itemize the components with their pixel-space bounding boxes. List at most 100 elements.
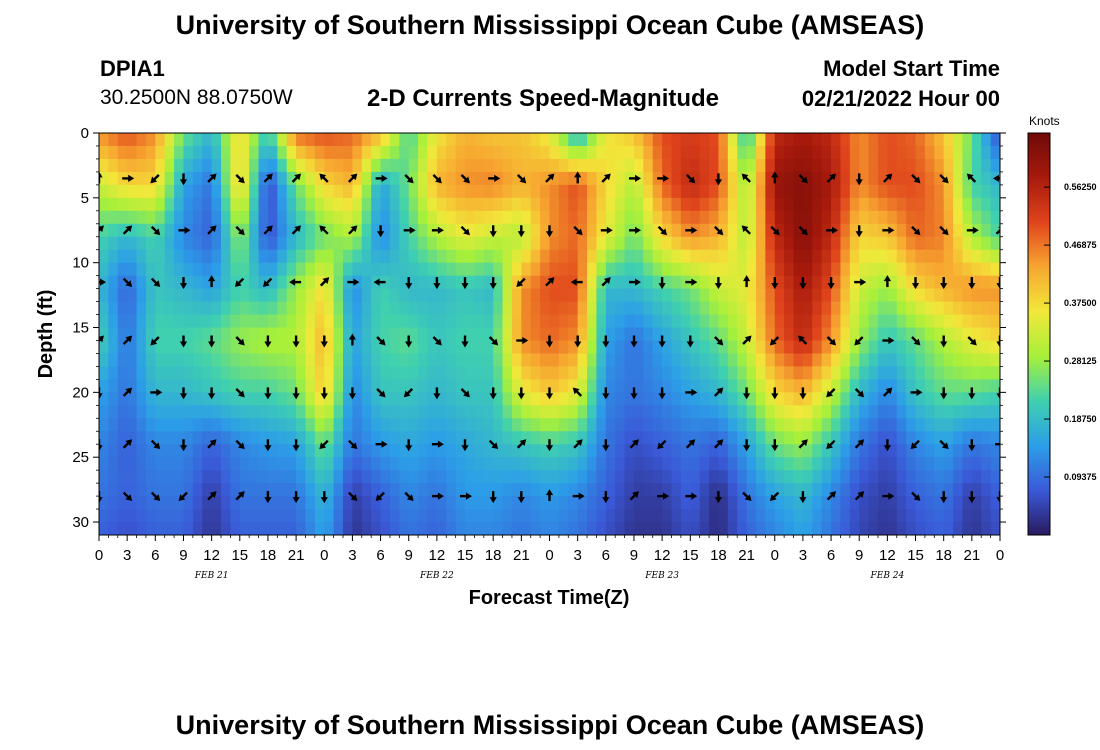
- heatmap-cell: [267, 483, 278, 497]
- heatmap-cell: [737, 405, 748, 419]
- heatmap-cell: [558, 236, 569, 251]
- heatmap-cell: [108, 197, 119, 212]
- heatmap-cell: [746, 301, 757, 316]
- heatmap-cell: [343, 314, 354, 329]
- heatmap-cell: [784, 184, 795, 199]
- heatmap-cell: [690, 509, 701, 523]
- heatmap-cell: [258, 405, 269, 419]
- date-label: FEB 24: [870, 571, 905, 581]
- heatmap-cell: [202, 470, 213, 484]
- heatmap-cell: [136, 184, 147, 199]
- heatmap-cell: [267, 444, 278, 458]
- heatmap-cell: [408, 496, 419, 510]
- heatmap-cell: [296, 379, 307, 393]
- heatmap-cell: [924, 353, 935, 368]
- heatmap-cell: [643, 444, 654, 458]
- heatmap-cell: [765, 236, 776, 251]
- heatmap-cell: [709, 405, 720, 419]
- heatmap-cell: [624, 327, 635, 342]
- heatmap-cell: [652, 327, 663, 342]
- heatmap-cell: [596, 470, 607, 484]
- heatmap-cell: [934, 262, 945, 277]
- heatmap-cell: [633, 184, 644, 199]
- heatmap-cell: [145, 340, 156, 355]
- heatmap-cell: [662, 145, 673, 160]
- heatmap-cell: [371, 483, 382, 497]
- current-arrow: [319, 173, 329, 183]
- heatmap-cell: [633, 431, 644, 445]
- date-label: FEB 21: [194, 571, 229, 581]
- heatmap-cell: [343, 223, 354, 238]
- heatmap-cell: [277, 392, 288, 406]
- heatmap-cell: [709, 288, 720, 303]
- heatmap-cell: [474, 145, 485, 160]
- heatmap-cell: [962, 314, 973, 329]
- current-arrow: [489, 387, 497, 400]
- heatmap-cell: [718, 249, 729, 264]
- heatmap-cell: [568, 314, 579, 329]
- heatmap-cell: [821, 496, 832, 510]
- heatmap-cell: [333, 340, 344, 355]
- heatmap-cell: [765, 392, 776, 406]
- heatmap-cell: [117, 496, 128, 510]
- heatmap-cell: [267, 262, 278, 277]
- heatmap-cell: [793, 262, 804, 277]
- heatmap-cell: [99, 145, 109, 160]
- heatmap-cell: [549, 236, 560, 251]
- heatmap-cell: [352, 405, 363, 419]
- heatmap-cell: [915, 158, 926, 173]
- heatmap-cell: [314, 353, 325, 368]
- heatmap-cell: [408, 197, 419, 212]
- heatmap-cell: [624, 444, 635, 458]
- heatmap-cell: [427, 314, 438, 329]
- heatmap-cell: [493, 457, 504, 471]
- heatmap-cell: [324, 275, 335, 290]
- heatmap-cell: [343, 145, 354, 160]
- heatmap-cell: [333, 431, 344, 445]
- heatmap-cell: [662, 327, 673, 342]
- current-arrow: [798, 225, 808, 236]
- heatmap-cell: [981, 366, 992, 380]
- heatmap-cell: [746, 483, 757, 497]
- heatmap-cell: [549, 223, 560, 238]
- heatmap-cell: [549, 262, 560, 277]
- heatmap-cell: [812, 353, 823, 368]
- heatmap-cell: [511, 314, 522, 329]
- heatmap-cell: [333, 392, 344, 406]
- x-tick-label: 0: [771, 547, 779, 564]
- heatmap-cell: [643, 288, 654, 303]
- heatmap-cell: [971, 457, 982, 471]
- heatmap-cell: [737, 184, 748, 199]
- heatmap-cell: [211, 262, 222, 277]
- heatmap-cell: [831, 444, 842, 458]
- heatmap-cell: [389, 522, 400, 535]
- heatmap-cell: [671, 418, 682, 432]
- heatmap-cell: [399, 444, 410, 458]
- heatmap-cell: [136, 171, 147, 186]
- heatmap-cell: [896, 314, 907, 329]
- heatmap-cell: [699, 210, 710, 225]
- heatmap-cell: [408, 340, 419, 355]
- heatmap-cell: [333, 210, 344, 225]
- current-arrow: [262, 277, 273, 288]
- heatmap-cell: [746, 353, 757, 368]
- heatmap-cell: [652, 353, 663, 368]
- heatmap-cell: [230, 275, 241, 290]
- heatmap-cell: [990, 184, 1000, 199]
- heatmap-cell: [971, 275, 982, 290]
- heatmap-cell: [521, 431, 532, 445]
- heatmap-cell: [587, 457, 598, 471]
- heatmap-cell: [690, 262, 701, 277]
- heatmap-cell: [389, 197, 400, 212]
- heatmap-cell: [849, 171, 860, 186]
- heatmap-cell: [709, 392, 720, 406]
- heatmap-cells: [99, 133, 1000, 535]
- heatmap-cell: [474, 236, 485, 251]
- heatmap-cell: [155, 392, 166, 406]
- heatmap-cell: [849, 405, 860, 419]
- heatmap-cell: [343, 522, 354, 535]
- heatmap-cell: [540, 366, 551, 380]
- current-arrow: [179, 335, 188, 348]
- heatmap-cell: [962, 444, 973, 458]
- heatmap-cell: [568, 249, 579, 264]
